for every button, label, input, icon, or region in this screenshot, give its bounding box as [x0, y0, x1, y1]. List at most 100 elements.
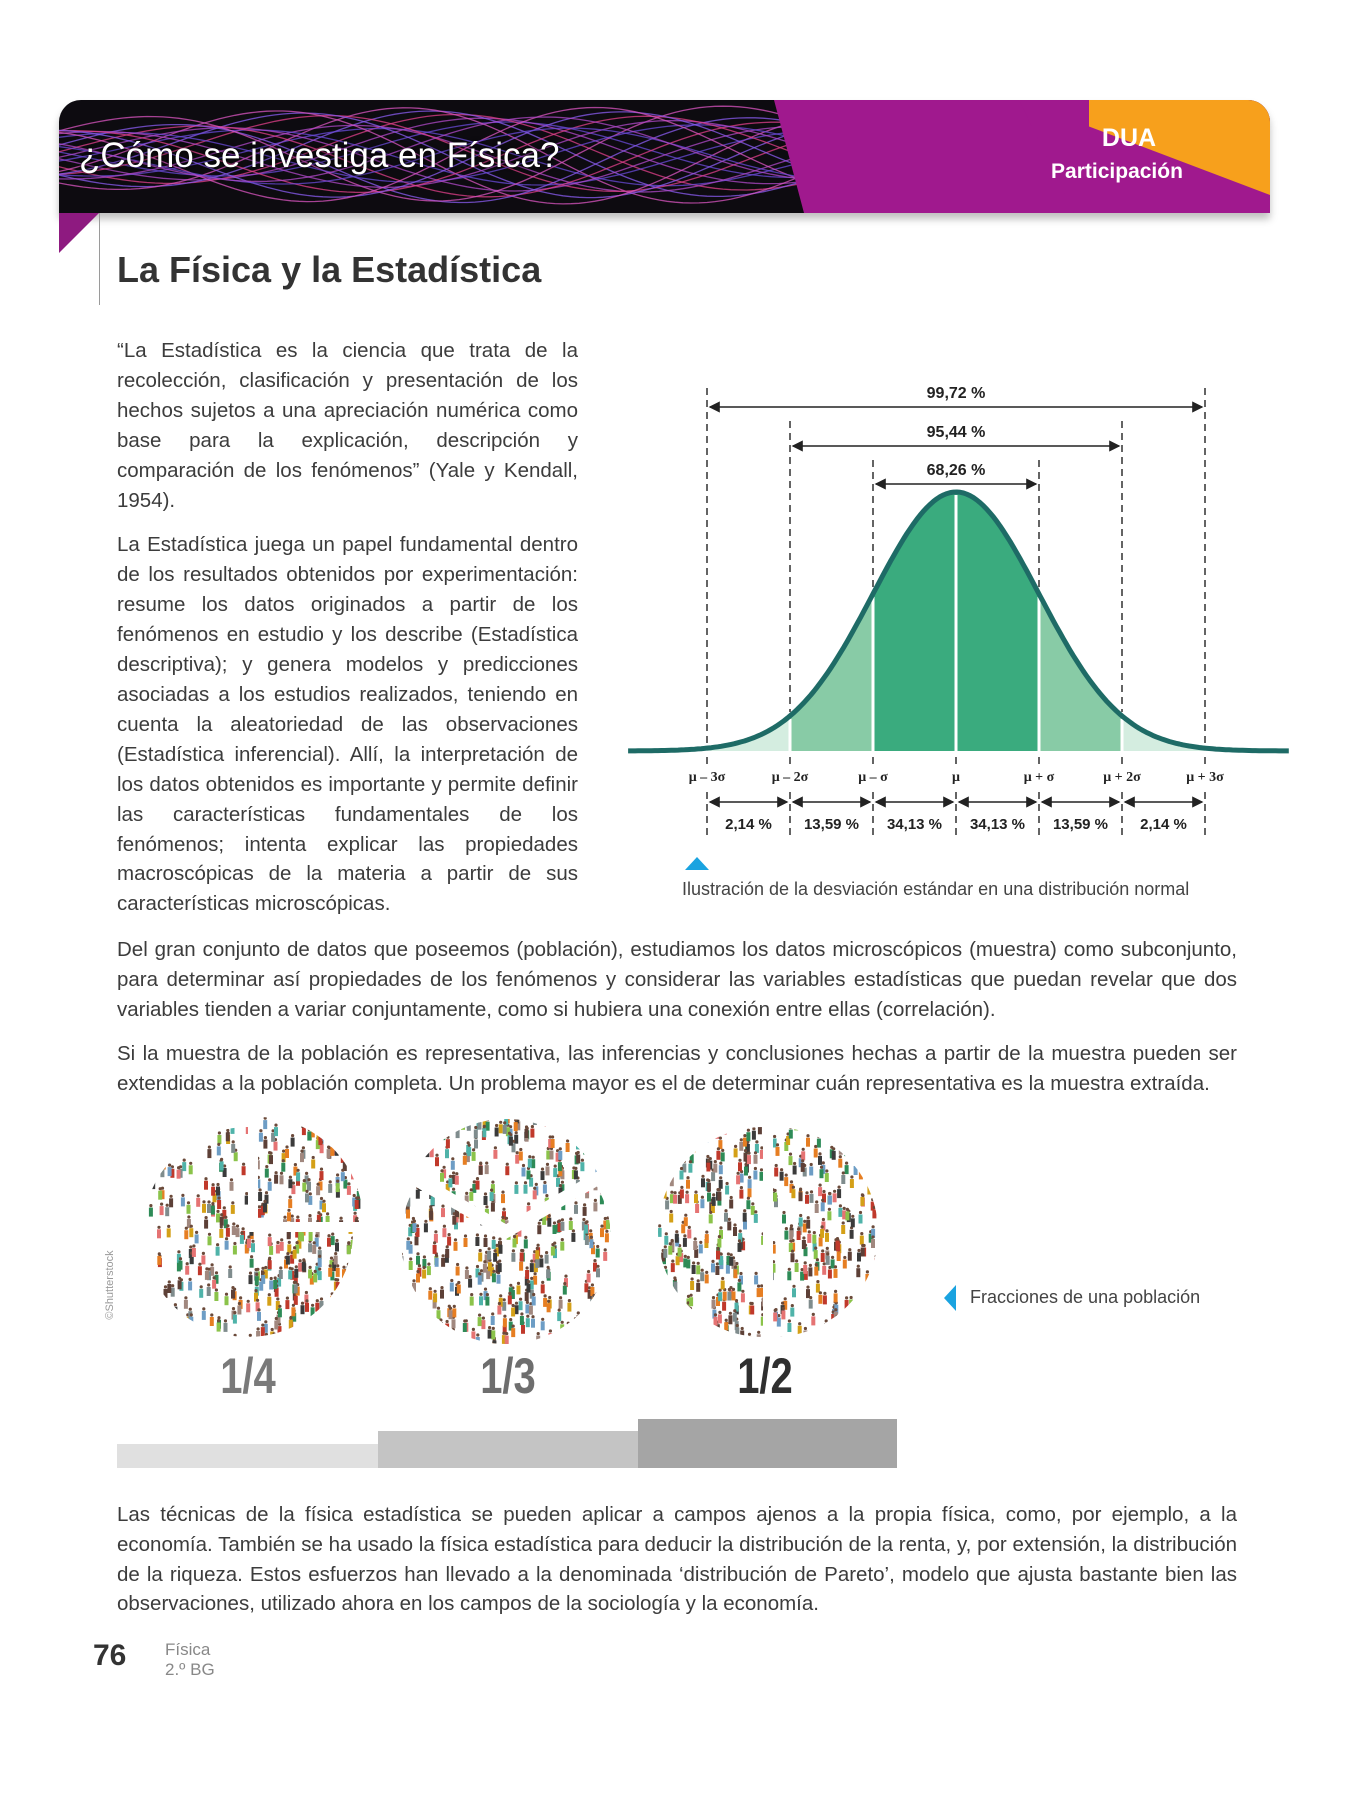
- person-body: [555, 1130, 559, 1139]
- person-body: [223, 1334, 227, 1343]
- person-body: [457, 1306, 461, 1315]
- person-body: [278, 1212, 283, 1222]
- person-head: [508, 1291, 512, 1295]
- person-body: [595, 1176, 597, 1186]
- person-body: [341, 1282, 346, 1292]
- person-body: [176, 1126, 181, 1130]
- person-body: [282, 1226, 286, 1235]
- person-body: [874, 1188, 878, 1197]
- person-body: [856, 1306, 860, 1315]
- person-head: [711, 1240, 714, 1243]
- person-head: [286, 1313, 289, 1316]
- person-body: [720, 1152, 725, 1162]
- person-body: [340, 1242, 344, 1251]
- person-head: [260, 1234, 263, 1237]
- person-head: [295, 1224, 299, 1228]
- person-head: [674, 1125, 677, 1128]
- person-head: [149, 1203, 153, 1207]
- person-head: [401, 1207, 404, 1210]
- person-body: [528, 1305, 533, 1315]
- person-head: [389, 1115, 392, 1118]
- person-body: [822, 1193, 826, 1203]
- person-body: [746, 1131, 751, 1141]
- person-head: [166, 1257, 169, 1260]
- person-body: [462, 1155, 467, 1165]
- person-head: [597, 1125, 600, 1128]
- person-head: [399, 1240, 402, 1243]
- person-head: [502, 1207, 506, 1211]
- person-body: [501, 1157, 505, 1166]
- person-body: [334, 1146, 339, 1156]
- person-body: [571, 1232, 576, 1242]
- person-body: [478, 1252, 483, 1262]
- person-head: [767, 1226, 770, 1229]
- person-head: [606, 1209, 609, 1212]
- person-body: [829, 1134, 834, 1144]
- person-head: [757, 1262, 760, 1265]
- person-head: [352, 1193, 356, 1197]
- person-body: [150, 1261, 154, 1270]
- person-body: [299, 1206, 304, 1216]
- person-head: [400, 1288, 403, 1291]
- person-head: [412, 1219, 416, 1223]
- person-body: [360, 1131, 364, 1140]
- person-body: [314, 1291, 318, 1300]
- person-body: [173, 1306, 178, 1316]
- person-body: [207, 1203, 211, 1213]
- person-body: [154, 1126, 158, 1134]
- person-head: [617, 1337, 620, 1340]
- person-head: [165, 1242, 168, 1245]
- person-body: [866, 1305, 870, 1314]
- person-head: [501, 1153, 504, 1156]
- person-head: [440, 1285, 444, 1289]
- person-body: [483, 1139, 487, 1148]
- person-body: [607, 1256, 611, 1265]
- person-head: [216, 1182, 220, 1186]
- person-body: [396, 1149, 400, 1158]
- person-body: [291, 1307, 296, 1317]
- person-body: [269, 1154, 273, 1164]
- person-head: [396, 1170, 399, 1173]
- person-body: [747, 1154, 751, 1164]
- person-body: [768, 1129, 772, 1138]
- person-body: [504, 1220, 509, 1224]
- person-head: [201, 1213, 204, 1216]
- person-head: [847, 1244, 850, 1247]
- person-body: [774, 1167, 779, 1177]
- person-body: [254, 1207, 259, 1217]
- person-head: [776, 1114, 779, 1115]
- person-head: [214, 1309, 217, 1312]
- person-head: [814, 1304, 817, 1307]
- person-body: [699, 1334, 704, 1337]
- person-head: [287, 1240, 291, 1244]
- person-body: [167, 1327, 172, 1337]
- person-head: [201, 1251, 205, 1255]
- person-body: [816, 1138, 821, 1148]
- person-body: [346, 1245, 351, 1255]
- person-head: [789, 1180, 794, 1184]
- person-head: [418, 1184, 422, 1189]
- person-head: [653, 1223, 656, 1226]
- person-head: [658, 1304, 660, 1308]
- person-body: [137, 1168, 141, 1177]
- person-head: [806, 1331, 809, 1334]
- person-body: [176, 1253, 181, 1263]
- person-head: [341, 1132, 345, 1137]
- person-head: [525, 1266, 529, 1270]
- person-body: [832, 1193, 837, 1203]
- person-body: [259, 1237, 263, 1246]
- person-body: [395, 1254, 399, 1263]
- person-body: [131, 1227, 135, 1236]
- person-head: [658, 1247, 659, 1251]
- person-body: [150, 1135, 155, 1145]
- person-body: [231, 1143, 236, 1153]
- person-body: [277, 1277, 282, 1287]
- person-body: [441, 1130, 446, 1140]
- person-head: [776, 1238, 779, 1241]
- person-head: [352, 1313, 355, 1316]
- person-head: [545, 1114, 548, 1117]
- person-head: [754, 1271, 758, 1275]
- person-body: [352, 1197, 357, 1207]
- person-body: [279, 1241, 284, 1251]
- person-head: [179, 1123, 182, 1126]
